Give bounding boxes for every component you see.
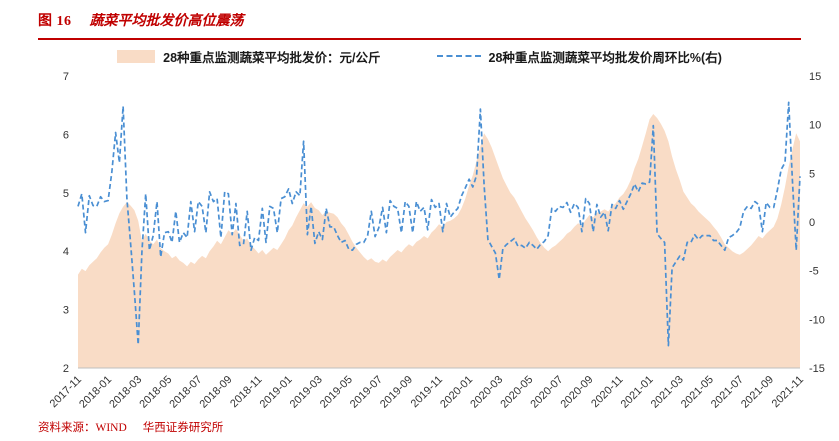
- svg-text:2020-09: 2020-09: [558, 374, 595, 411]
- figure-number-label: 图 16: [38, 14, 72, 29]
- svg-text:2018-07: 2018-07: [167, 374, 204, 411]
- source-label: 资料来源：WIND: [38, 422, 127, 434]
- svg-text:2019-03: 2019-03: [288, 374, 325, 411]
- svg-text:15: 15: [809, 71, 821, 83]
- svg-text:2018-05: 2018-05: [137, 374, 174, 411]
- svg-text:3: 3: [63, 305, 69, 317]
- svg-text:6: 6: [63, 129, 69, 141]
- figure-title-text: 蔬菜平均批发价高位震荡: [89, 14, 244, 29]
- svg-text:2021-09: 2021-09: [739, 374, 776, 411]
- chart-legend: 28种重点监测蔬菜平均批发价：元/公斤 28种重点监测蔬菜平均批发价周环比%(右…: [0, 46, 839, 66]
- svg-text:-10: -10: [809, 314, 825, 326]
- svg-text:2019-05: 2019-05: [318, 374, 355, 411]
- svg-text:-15: -15: [809, 363, 825, 375]
- svg-text:0: 0: [809, 217, 815, 229]
- area-swatch-icon: [117, 49, 156, 63]
- svg-text:2020-07: 2020-07: [528, 374, 565, 411]
- title-divider-rule: [38, 38, 801, 40]
- svg-text:2020-03: 2020-03: [468, 374, 505, 411]
- legend-label-line: 28种重点监测蔬菜平均批发价周环比%(右): [488, 50, 722, 65]
- svg-text:2019-09: 2019-09: [378, 374, 415, 411]
- svg-text:5: 5: [63, 188, 69, 200]
- svg-text:2018-03: 2018-03: [107, 374, 144, 411]
- legend-item-line-series: 28种重点监测蔬菜平均批发价周环比%(右): [436, 47, 722, 66]
- svg-text:2020-01: 2020-01: [438, 374, 475, 411]
- svg-text:2021-01: 2021-01: [619, 374, 656, 411]
- svg-text:10: 10: [809, 120, 821, 132]
- legend-label-area: 28种重点监测蔬菜平均批发价：元/公斤: [163, 50, 381, 65]
- source-note: 资料来源：WIND 华西证券研究所: [38, 419, 223, 435]
- svg-text:2021-05: 2021-05: [679, 374, 716, 411]
- chart-canvas: 234567-15-10-50510152017-112018-012018-0…: [48, 71, 825, 411]
- svg-text:2021-03: 2021-03: [649, 374, 686, 411]
- svg-text:2018-01: 2018-01: [77, 374, 114, 411]
- institute-label: 华西证券研究所: [142, 422, 224, 434]
- svg-text:4: 4: [63, 246, 69, 258]
- svg-text:2019-01: 2019-01: [258, 374, 295, 411]
- svg-text:2020-05: 2020-05: [498, 374, 535, 411]
- svg-text:-5: -5: [809, 266, 819, 278]
- svg-text:2021-07: 2021-07: [709, 374, 746, 411]
- svg-text:2018-09: 2018-09: [197, 374, 234, 411]
- figure-title: 图 16 蔬菜平均批发价高位震荡: [38, 10, 801, 30]
- legend-item-area-series: 28种重点监测蔬菜平均批发价：元/公斤: [117, 47, 381, 66]
- svg-text:2021-11: 2021-11: [770, 374, 806, 410]
- svg-text:2: 2: [63, 363, 69, 375]
- svg-text:7: 7: [63, 71, 69, 83]
- svg-text:2019-07: 2019-07: [348, 374, 385, 411]
- svg-text:5: 5: [809, 168, 815, 180]
- dashed-line-swatch-icon: [436, 55, 481, 57]
